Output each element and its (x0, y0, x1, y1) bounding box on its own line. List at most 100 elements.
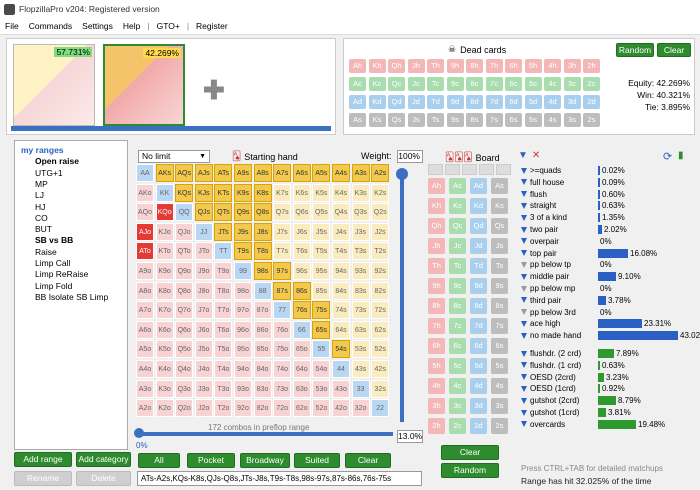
dead-card[interactable]: Qc (388, 77, 405, 91)
hand-cell[interactable]: 95o (234, 340, 252, 359)
hand-cell[interactable]: 65s (312, 320, 331, 339)
hand-cell[interactable]: J9s (234, 222, 252, 241)
dead-card[interactable]: 9s (446, 113, 464, 127)
hand-cell[interactable]: K8o (155, 281, 174, 300)
hand-cell[interactable]: KQo (155, 203, 174, 222)
board-card[interactable]: 8s (491, 298, 508, 314)
hand-cell[interactable]: T9s (234, 242, 252, 261)
hand-cell[interactable]: 85s (312, 281, 331, 300)
dead-card[interactable]: Tc (427, 77, 444, 91)
filter-icon[interactable] (521, 320, 527, 327)
filter-icon[interactable] (521, 350, 527, 357)
board-clear-button[interactable]: Clear (441, 445, 499, 460)
dead-card[interactable]: Jd (407, 95, 425, 109)
dead-card[interactable]: 2s (583, 113, 600, 127)
filter-icon[interactable] (521, 374, 527, 381)
dead-card[interactable]: Td (427, 95, 444, 109)
hand-cell[interactable]: 54s (332, 340, 350, 359)
hand-cell[interactable]: QJs (194, 203, 213, 222)
hand-cell[interactable]: T2o (214, 399, 233, 418)
filter-icon[interactable]: ▼ (518, 150, 528, 161)
dead-card[interactable]: 9h (446, 59, 464, 73)
dead-card[interactable]: 5s (524, 113, 542, 127)
filter-icon[interactable] (521, 226, 527, 233)
board-card[interactable]: 9c (449, 278, 466, 294)
dead-card[interactable]: 4s (544, 113, 561, 127)
hand-cell[interactable]: 63o (292, 379, 311, 398)
hand-cell[interactable]: 62o (292, 399, 311, 418)
hand-cell[interactable]: 72s (371, 301, 390, 320)
board-card[interactable]: Kh (428, 198, 445, 214)
stat-row[interactable]: >=quads 0.02% (521, 166, 625, 175)
hand-cell[interactable]: Q2s (371, 203, 390, 222)
hand-cell[interactable]: AKs (155, 164, 174, 182)
board-card[interactable]: Kd (470, 198, 487, 214)
stat-row[interactable]: third pair 3.78% (521, 295, 631, 305)
hand-cell[interactable]: 76o (273, 320, 292, 339)
board-card[interactable]: Js (491, 238, 508, 254)
hand-cell[interactable]: J8o (194, 281, 213, 300)
hand-cell[interactable]: K7s (273, 183, 292, 202)
hand-cell[interactable]: AQo (136, 203, 154, 222)
hand-cell[interactable]: Q3o (175, 379, 194, 398)
close-filter-icon[interactable]: ✕ (531, 150, 541, 161)
stat-row[interactable]: straight 0.63% (521, 201, 625, 211)
hand-cell[interactable]: 43s (351, 360, 370, 378)
board-card[interactable]: 6c (449, 338, 466, 354)
hand-cell[interactable]: A5o (136, 340, 154, 359)
board-card[interactable]: 3s (491, 398, 508, 414)
hand-cell[interactable]: Q8o (175, 281, 194, 300)
filter-icon[interactable] (521, 332, 527, 339)
refresh-icon[interactable]: ⟳ (663, 151, 673, 163)
filter-icon[interactable] (521, 214, 527, 221)
menu-item[interactable]: Help (122, 21, 141, 31)
range-tree-item[interactable]: MP (35, 178, 48, 189)
board-card[interactable]: Td (470, 258, 487, 274)
menu-item[interactable]: File (5, 21, 19, 31)
hand-cell[interactable]: 53s (351, 340, 370, 359)
range-tree-item[interactable]: Open raise (35, 156, 79, 167)
hand-cell[interactable]: 73o (273, 379, 292, 398)
hand-cell[interactable]: 84s (332, 281, 350, 300)
range-tree-item[interactable]: Limp Fold (35, 280, 73, 291)
hand-cell[interactable]: J6o (194, 320, 213, 339)
range-tree-item[interactable]: Limp Call (35, 258, 71, 268)
hand-cell[interactable]: QQ (175, 203, 194, 222)
board-random-button[interactable]: Random (441, 463, 499, 478)
dead-card[interactable]: 7h (485, 59, 503, 73)
hand-cell[interactable]: K3o (155, 379, 174, 398)
hand-cell[interactable]: 77 (273, 301, 292, 320)
hand-cell[interactable]: 55 (312, 340, 331, 359)
board-card[interactable]: As (491, 178, 508, 194)
board-card[interactable]: Jc (449, 238, 466, 254)
hand-cell[interactable]: Q7o (175, 301, 194, 320)
hand-cell[interactable]: 92s (371, 262, 390, 280)
hand-cell[interactable]: T3s (351, 242, 370, 261)
bar-chart-icon[interactable]: ▮ (678, 150, 684, 161)
stat-row[interactable]: flush 0.60% (521, 189, 625, 199)
hand-cell[interactable]: A8o (136, 281, 154, 300)
hand-cell[interactable]: T8s (253, 242, 272, 261)
hand-cell[interactable]: AJo (136, 222, 154, 241)
dead-card[interactable]: Kh (368, 59, 386, 73)
filter-icon[interactable] (521, 362, 527, 369)
hand-cell[interactable]: KJo (155, 222, 174, 241)
hand-cell[interactable]: 88 (253, 281, 272, 300)
board-card[interactable]: 4h (428, 378, 445, 394)
hand-cell[interactable]: ATs (214, 164, 233, 182)
hand-cell[interactable]: A4s (332, 164, 350, 182)
hand-cell[interactable]: 63s (351, 320, 370, 339)
hand-cell[interactable]: Q6o (175, 320, 194, 339)
hand-cell[interactable]: K6s (292, 183, 311, 202)
board-card[interactable]: Ks (491, 198, 508, 214)
hand-cell[interactable]: Q2o (175, 399, 194, 418)
hand-cell[interactable]: J3s (351, 222, 370, 241)
hand-cell[interactable]: T3o (214, 379, 233, 398)
board-card[interactable]: 3d (470, 398, 487, 414)
hand-cell[interactable]: 83o (253, 379, 272, 398)
stat-row[interactable]: overpair 0% (521, 237, 612, 246)
board-card[interactable]: Jd (470, 238, 487, 254)
hand-cell[interactable]: K9s (234, 183, 252, 202)
hand-cell[interactable]: 75o (273, 340, 292, 359)
hand-cell[interactable]: 96o (234, 320, 252, 339)
